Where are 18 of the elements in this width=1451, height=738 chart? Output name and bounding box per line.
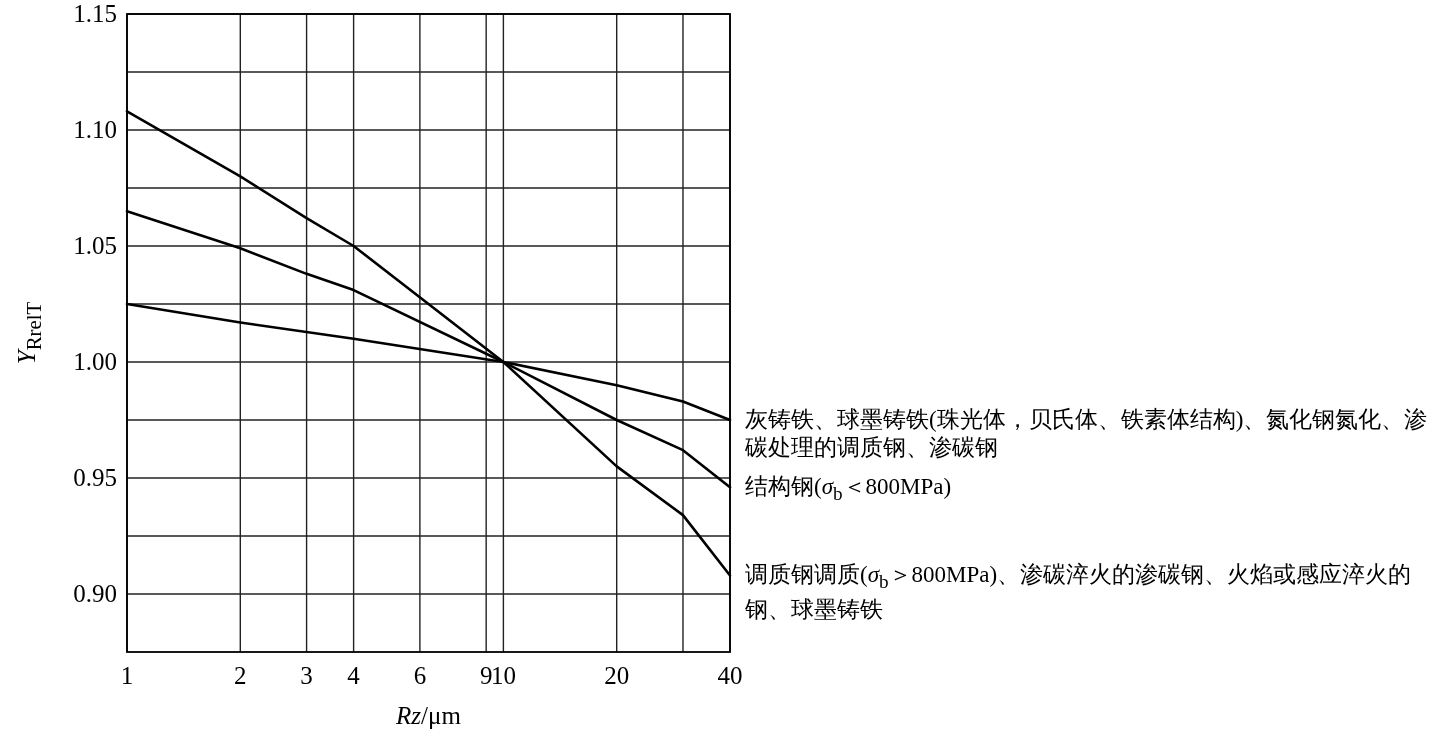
y-tick-label: 1.00 <box>73 348 117 376</box>
x-tick-label: 3 <box>300 662 313 690</box>
x-axis-title: Rz/μm <box>396 702 461 730</box>
x-tick-label: 40 <box>717 662 743 690</box>
x-tick-label: 9 <box>479 662 493 690</box>
x-tick-label: 2 <box>234 662 247 690</box>
y-tick-label: 1.15 <box>73 0 117 28</box>
x-tick-label: 6 <box>413 662 427 690</box>
y-tick-label: 1.05 <box>73 232 117 260</box>
y-tick-label: 0.95 <box>73 464 117 492</box>
x-tick-label: 1 <box>120 662 134 690</box>
series-label: 灰铸铁、球墨铸铁(珠光体，贝氏体、铁素体结构)、氮化钢氮化、渗碳处理的调质钢、渗碳钢 <box>745 406 1429 462</box>
x-tick-label: 20 <box>604 662 630 690</box>
x-tick-label: 4 <box>347 662 360 690</box>
series-label: 调质钢调质(σ$_{b}$＞800MPa)、渗碳淬火的渗碳钢、火焰或感应淬火的钢、球墨铸铁 <box>745 561 1413 625</box>
y-tick-label: 1.10 <box>73 116 117 144</box>
series-label: 结构钢(σ$_{b}$＜800MPa) <box>745 473 953 506</box>
y-tick-label: 0.90 <box>73 580 117 608</box>
